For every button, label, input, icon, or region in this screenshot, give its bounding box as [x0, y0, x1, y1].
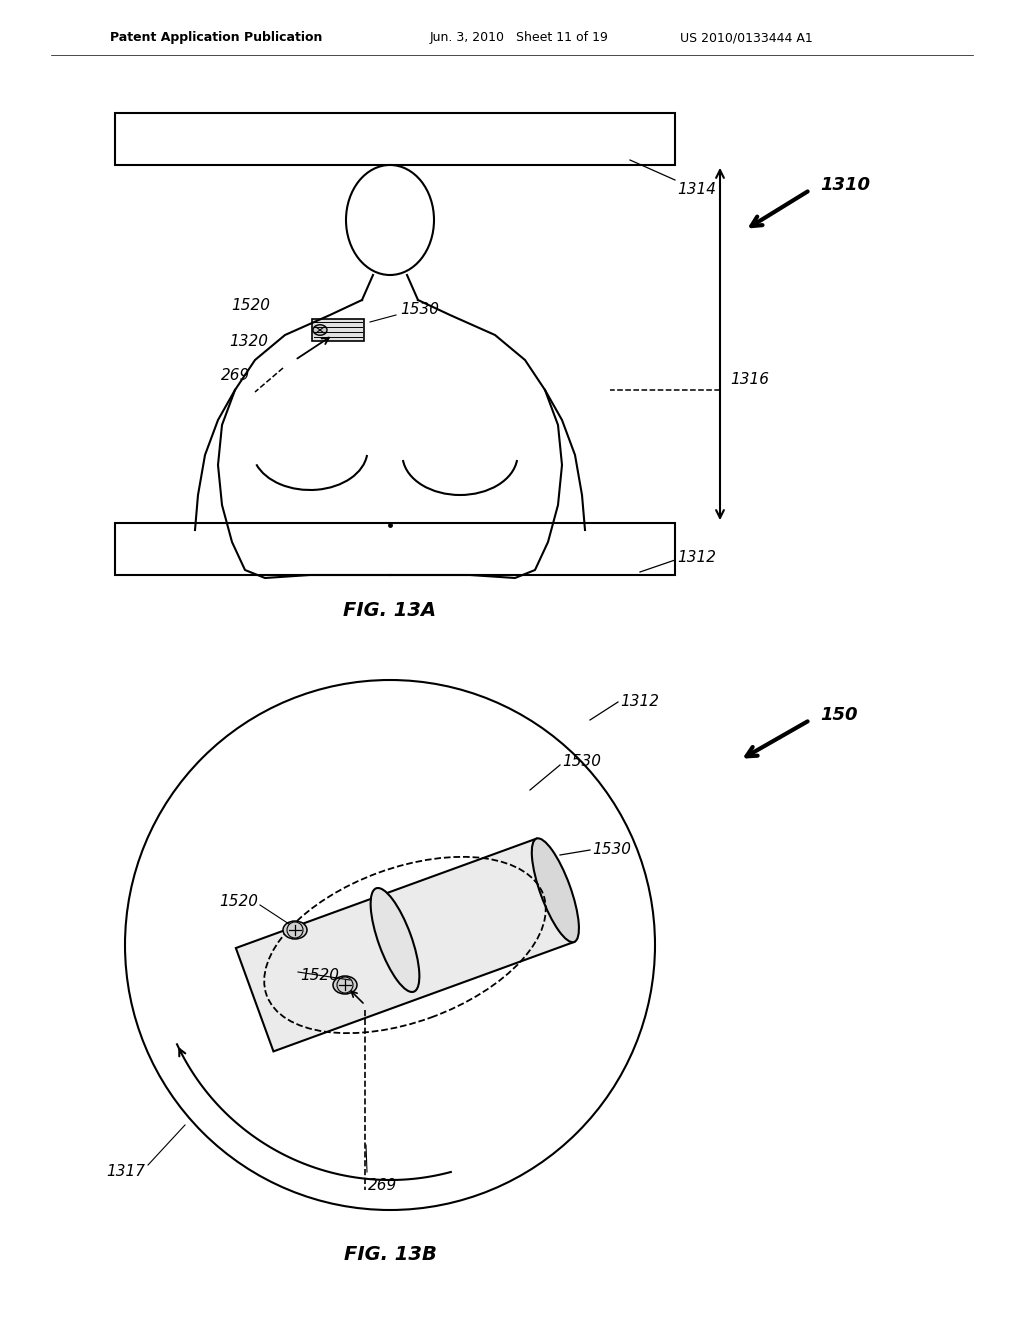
Text: 1530: 1530	[400, 302, 439, 318]
Bar	[115, 114, 675, 165]
Text: FIG. 13A: FIG. 13A	[343, 601, 436, 619]
Ellipse shape	[283, 921, 307, 939]
Ellipse shape	[531, 838, 579, 942]
Text: 1530: 1530	[592, 842, 631, 858]
Text: 1314: 1314	[677, 182, 716, 197]
Text: 1520: 1520	[219, 895, 258, 909]
Text: 269: 269	[368, 1177, 397, 1192]
Text: US 2010/0133444 A1: US 2010/0133444 A1	[680, 32, 813, 45]
Bar	[312, 319, 364, 341]
Text: Jun. 3, 2010   Sheet 11 of 19: Jun. 3, 2010 Sheet 11 of 19	[430, 32, 609, 45]
Text: 1312: 1312	[677, 550, 716, 565]
Text: 1316: 1316	[730, 372, 769, 388]
Text: 150: 150	[820, 706, 857, 723]
Bar	[115, 523, 675, 576]
Ellipse shape	[346, 165, 434, 275]
Ellipse shape	[313, 325, 327, 335]
Text: Patent Application Publication: Patent Application Publication	[110, 32, 323, 45]
Polygon shape	[236, 838, 574, 1052]
Ellipse shape	[371, 888, 420, 993]
Text: 269: 269	[221, 367, 250, 383]
Text: 1310: 1310	[820, 176, 870, 194]
Text: 1520: 1520	[300, 968, 339, 982]
Text: FIG. 13B: FIG. 13B	[344, 1246, 436, 1265]
Text: 1520: 1520	[231, 297, 270, 313]
Text: 1317: 1317	[106, 1164, 145, 1180]
Circle shape	[125, 680, 655, 1210]
Text: 1312: 1312	[620, 694, 659, 710]
Text: 1530: 1530	[562, 755, 601, 770]
Text: 1320: 1320	[229, 334, 268, 350]
Ellipse shape	[333, 975, 357, 994]
